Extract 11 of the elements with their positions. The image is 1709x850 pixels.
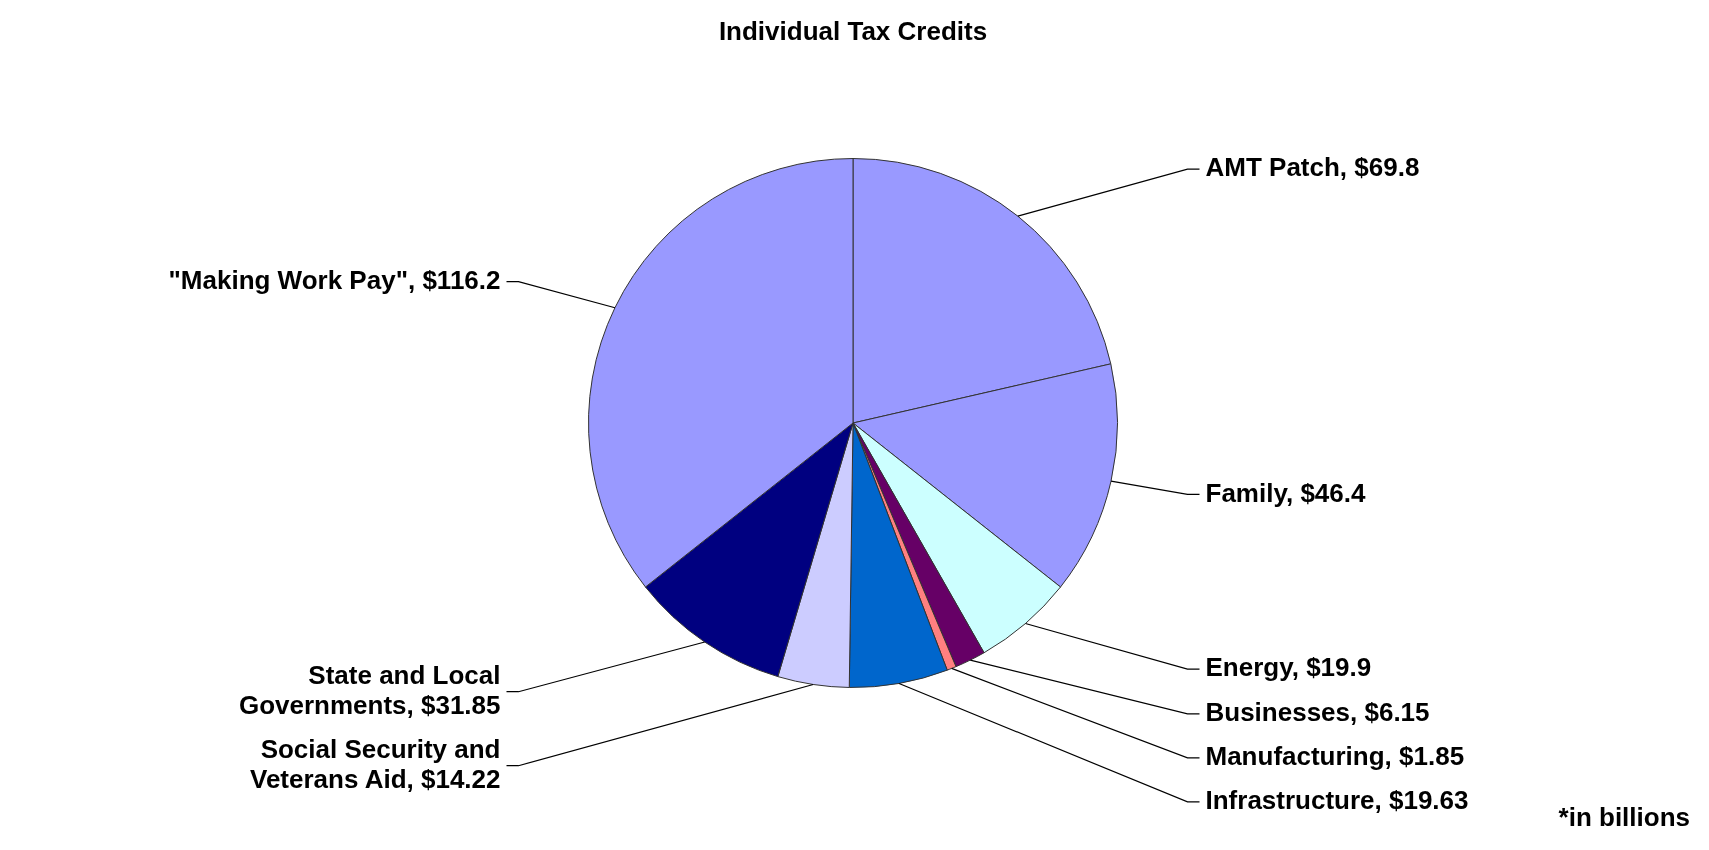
slice-label: Manufacturing, $1.85: [1205, 741, 1465, 772]
slice-label: Social Security and Veterans Aid, $14.22: [249, 733, 501, 794]
slice-label: Infrastructure, $19.63: [1205, 785, 1469, 816]
slice-label: AMT Patch, $69.8: [1205, 152, 1420, 183]
text: *in billions: [1558, 802, 1690, 833]
slice-label: "Making Work Pay", $116.2: [168, 264, 501, 295]
slice-label: Family, $46.4: [1205, 477, 1366, 508]
slice-label: State and Local Governments, $31.85: [238, 659, 501, 720]
slice-label: Businesses, $6.15: [1205, 697, 1430, 728]
slice-label: Energy, $19.9: [1205, 652, 1372, 683]
text: Individual Tax Credits: [718, 16, 988, 47]
